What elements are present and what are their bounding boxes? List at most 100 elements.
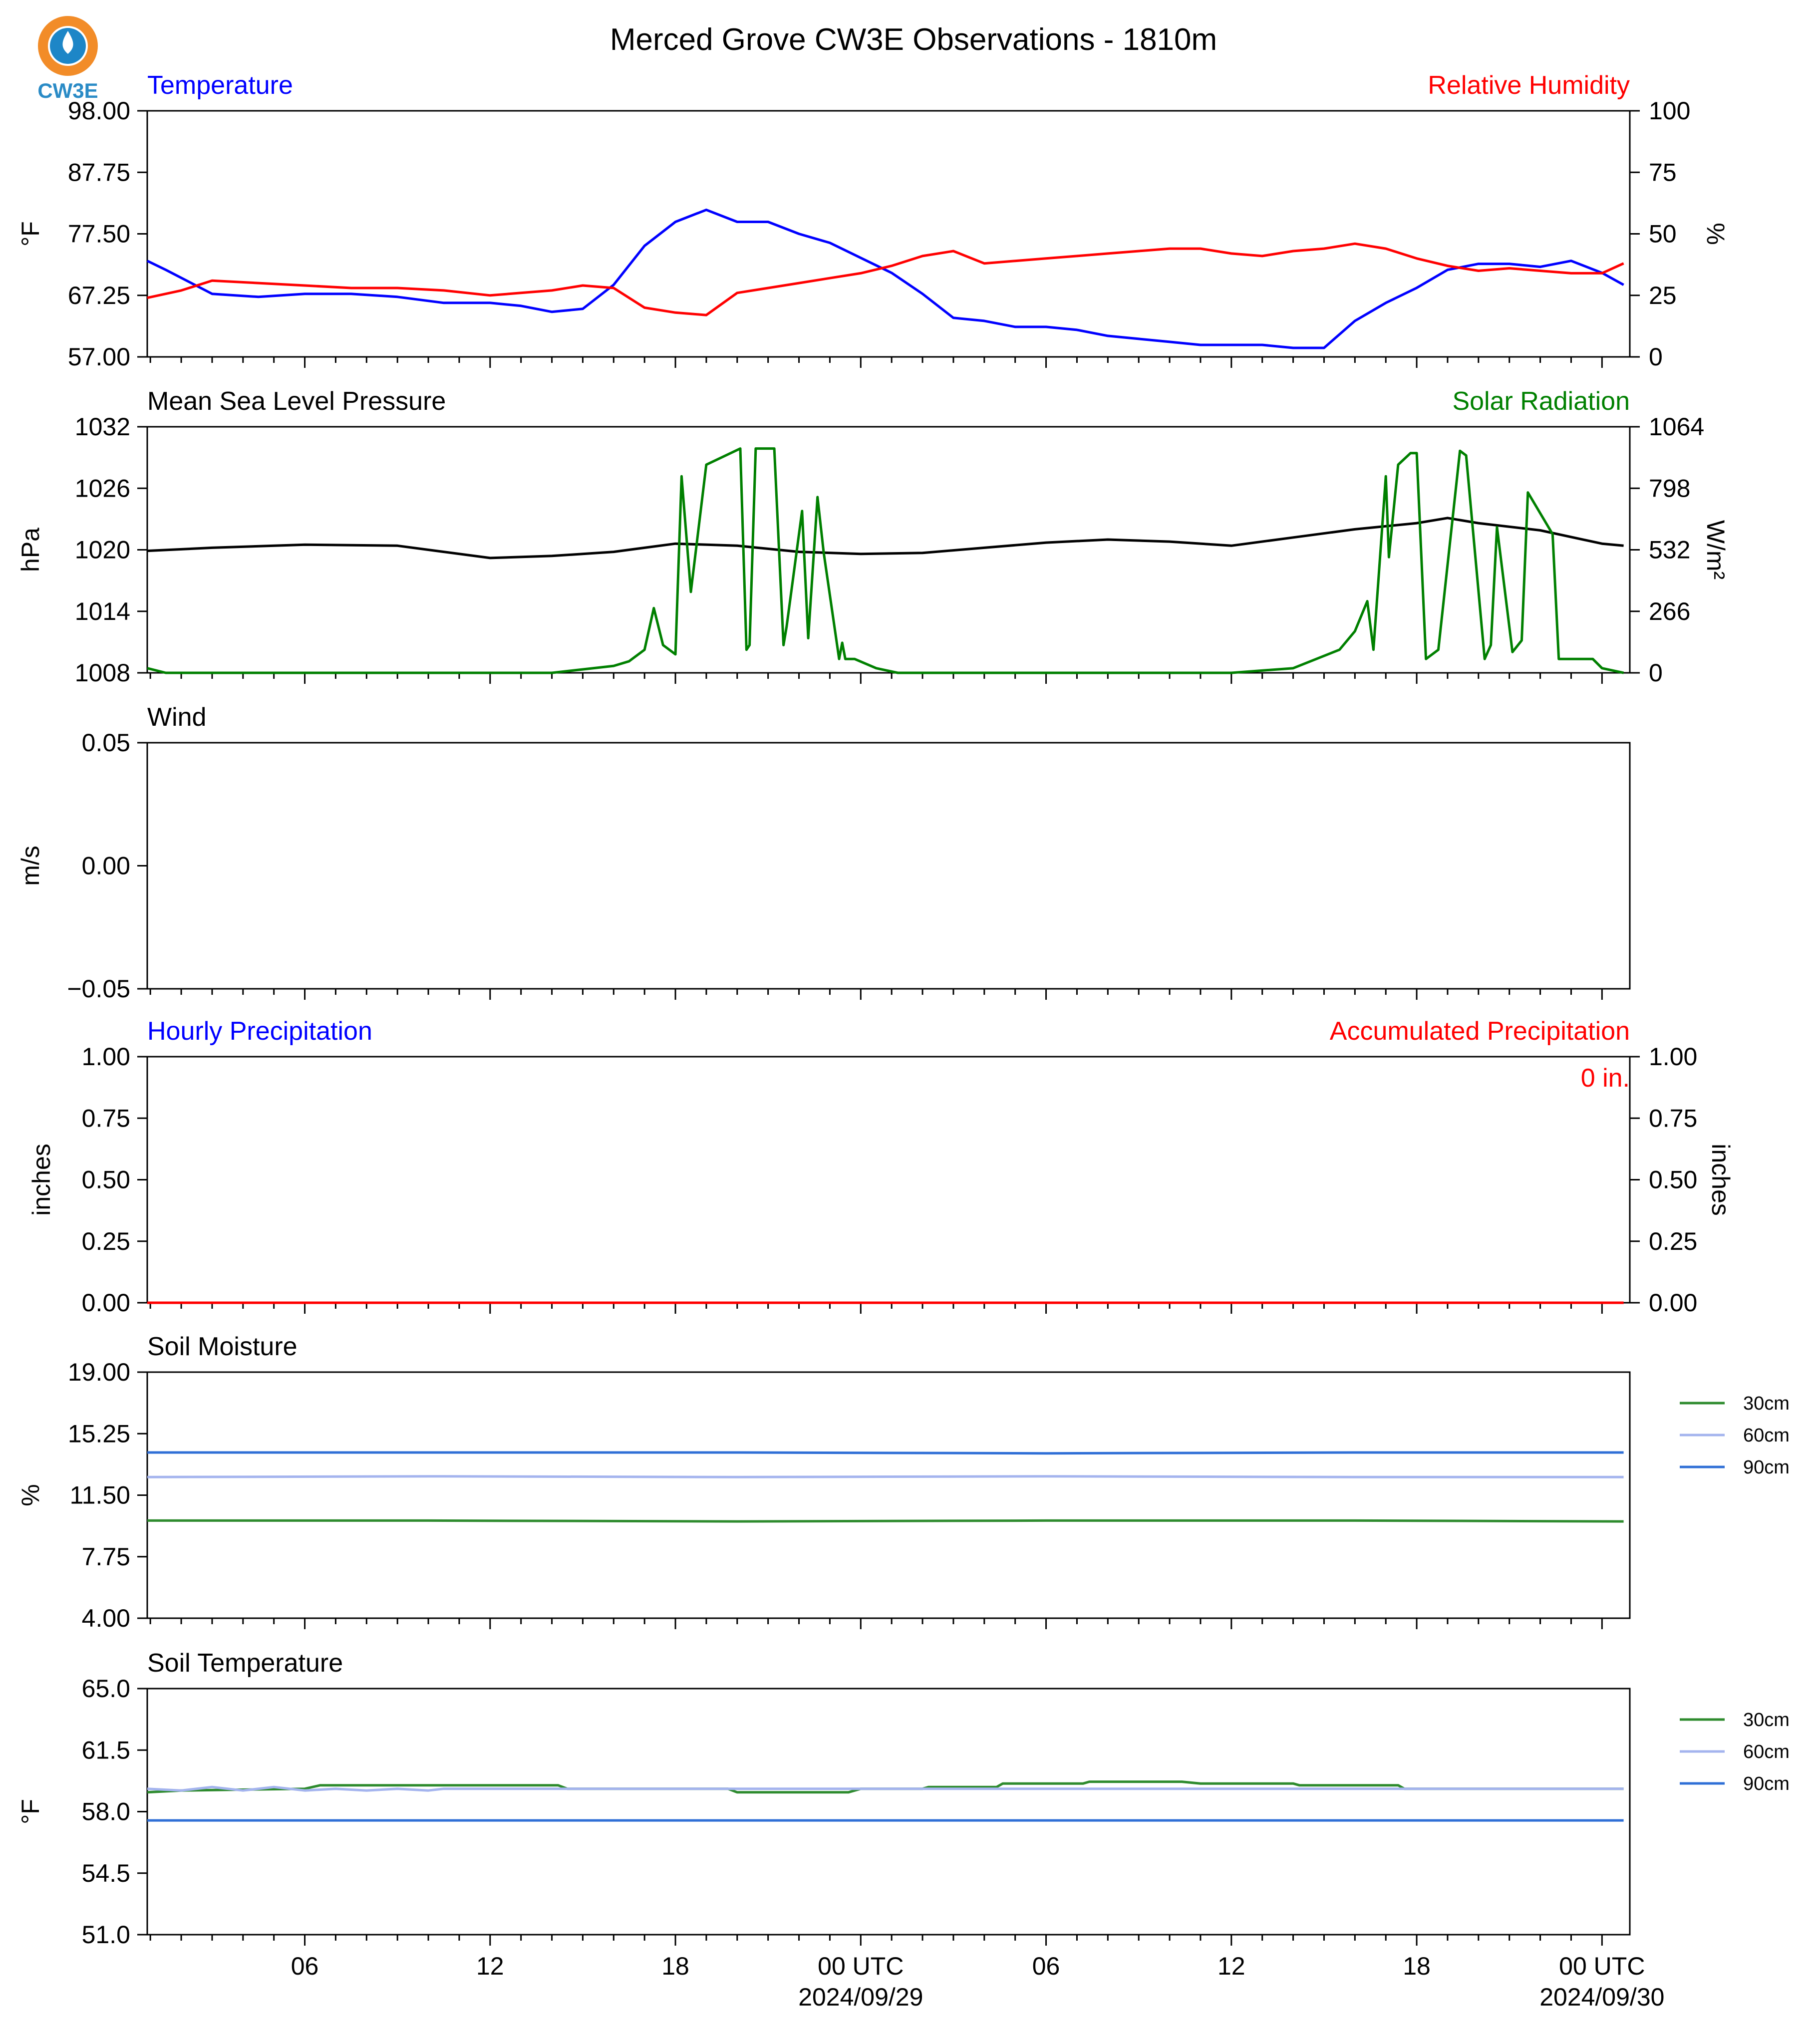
y-tick-label: 4.00	[82, 1604, 130, 1632]
y-tick-label: 98.00	[68, 97, 130, 125]
y-tick-label: 1020	[75, 536, 130, 564]
panel-title-right: Accumulated Precipitation	[1330, 1017, 1630, 1046]
y-right-axis-label: inches	[1707, 1144, 1735, 1216]
figure-title: Merced Grove CW3E Observations - 1810m	[610, 22, 1217, 57]
logo-text: CW3E	[37, 79, 98, 102]
legend-label-60cm: 60cm	[1743, 1741, 1790, 1762]
y-right-tick-label: 798	[1649, 474, 1690, 502]
y-tick-label: 67.25	[68, 282, 130, 309]
x-tick-label: 00 UTC	[1559, 1952, 1645, 1980]
plot-frame	[146, 1371, 1631, 1619]
y-tick-label: 0.05	[82, 729, 130, 757]
y-right-tick-label: 100	[1649, 97, 1690, 125]
y-tick-label: 61.5	[82, 1736, 130, 1764]
legend-label-30cm: 30cm	[1743, 1710, 1790, 1731]
y-tick-label: 0.00	[82, 852, 130, 880]
y-tick-label: 54.5	[82, 1859, 130, 1887]
y-axis-label: °F	[16, 221, 44, 247]
y-right-tick-label: 50	[1649, 220, 1677, 248]
legend-label-90cm: 90cm	[1743, 1773, 1790, 1794]
panel-title-left: Wind	[147, 703, 206, 732]
panel-wind: Wind −0.05 0.00 0.05 m/s	[16, 703, 1631, 1003]
cw3e-logo: CW3E	[37, 16, 98, 102]
y-tick-label: 15.25	[68, 1420, 130, 1448]
y-tick-label: 1008	[75, 659, 130, 687]
y-tick-label: 57.00	[68, 343, 130, 371]
x-tick-label: 06	[291, 1952, 319, 1980]
y-tick-label: 0.25	[82, 1227, 130, 1255]
x-tick-label: 06	[1032, 1952, 1060, 1980]
x-date-label: 2024/09/30	[1539, 1983, 1664, 2011]
y-axis-label: inches	[27, 1144, 55, 1216]
panel-precipitation: Hourly Precipitation Accumulated Precipit…	[27, 1017, 1735, 1317]
series-line-30cm	[147, 1780, 1624, 1794]
y-right-axis-label: %	[1702, 223, 1730, 245]
panel-title-left: Hourly Precipitation	[147, 1017, 372, 1046]
series-line-30cm	[147, 1519, 1624, 1523]
y-tick-label: 1032	[75, 413, 130, 441]
y-tick-label: 58.0	[82, 1798, 130, 1826]
panel-temperature: Temperature Relative Humidity 57.00 67.25 77…	[16, 71, 1730, 371]
y-tick-label: 1.00	[82, 1043, 130, 1071]
panel-title-left: Mean Sea Level Pressure	[147, 387, 446, 416]
series-line-temperature-left	[146, 208, 1624, 349]
y-right-tick-label: 0	[1649, 343, 1663, 371]
panels: Temperature Relative Humidity 57.00 67.25 77…	[16, 71, 1790, 2011]
y-tick-label: 0.75	[82, 1104, 130, 1132]
x-tick-label: 00 UTC	[818, 1952, 904, 1980]
plot-frame	[146, 426, 1631, 674]
y-tick-label: 1026	[75, 474, 130, 502]
legend-label-30cm: 30cm	[1743, 1393, 1790, 1414]
x-date-label: 2024/09/29	[798, 1983, 923, 2011]
legend-label-90cm: 90cm	[1743, 1457, 1790, 1478]
panel-title-right: Solar Radiation	[1452, 387, 1630, 416]
y-tick-label: 77.50	[68, 220, 130, 248]
series-line-pressure-left	[147, 517, 1624, 560]
x-tick-label: 12	[1217, 1952, 1245, 1980]
plot-frame	[146, 1688, 1631, 1936]
y-axis-label: m/s	[16, 846, 44, 886]
y-right-tick-label: 0.50	[1649, 1166, 1697, 1194]
panel-soil-temperature: Soil Temperature 51.0 54.5 58.0 61.5 65.0 °F 06…	[16, 1649, 1790, 2011]
panel-soil-moisture: Soil Moisture 4.00 7.75 11.50 15.25 19.00% 30c…	[16, 1332, 1790, 1632]
y-right-tick-label: 25	[1649, 282, 1677, 309]
panel-title-right: Relative Humidity	[1428, 71, 1630, 100]
plot-frame	[146, 1056, 1631, 1304]
series-line-60cm	[147, 1475, 1624, 1478]
y-right-tick-label: 1.00	[1649, 1043, 1697, 1071]
y-right-tick-label: 0.25	[1649, 1227, 1697, 1255]
panel-pressure: Mean Sea Level Pressure Solar Radiation 10…	[16, 387, 1730, 687]
y-tick-label: −0.05	[67, 975, 130, 1003]
y-tick-label: 0.00	[82, 1289, 130, 1317]
y-axis-label: %	[16, 1484, 44, 1506]
y-right-tick-label: 0.00	[1649, 1289, 1697, 1317]
x-tick-label: 12	[476, 1952, 504, 1980]
y-right-axis-label: W/m²	[1702, 520, 1730, 579]
series-line-pressure-right	[147, 447, 1624, 674]
y-tick-label: 51.0	[82, 1921, 130, 1949]
logo-ring-icon	[38, 16, 98, 76]
y-tick-label: 65.0	[82, 1675, 130, 1703]
y-right-tick-label: 266	[1649, 597, 1690, 625]
y-tick-label: 0.50	[82, 1166, 130, 1194]
y-right-tick-label: 0	[1649, 659, 1663, 687]
panel-title-left: Soil Moisture	[147, 1332, 298, 1361]
y-right-tick-label: 532	[1649, 536, 1690, 564]
y-tick-label: 11.50	[70, 1481, 130, 1509]
legend-label-60cm: 60cm	[1743, 1425, 1790, 1446]
y-tick-label: 1014	[75, 597, 130, 625]
series-line-90cm	[147, 1451, 1624, 1455]
y-axis-label: °F	[16, 1799, 44, 1824]
series-line-temperature-right	[147, 242, 1624, 316]
series-line-60cm	[147, 1785, 1624, 1792]
y-tick-label: 7.75	[82, 1543, 130, 1571]
x-tick-label: 18	[661, 1952, 689, 1980]
y-right-tick-label: 0.75	[1649, 1104, 1697, 1132]
y-right-tick-label: 1064	[1649, 413, 1704, 441]
logo-drop-icon	[62, 31, 73, 54]
accumulated-total-label: 0 in.	[1581, 1064, 1630, 1093]
plot-frame	[146, 110, 1631, 358]
y-tick-label: 87.75	[68, 158, 130, 186]
panel-title-left: Soil Temperature	[147, 1649, 343, 1678]
